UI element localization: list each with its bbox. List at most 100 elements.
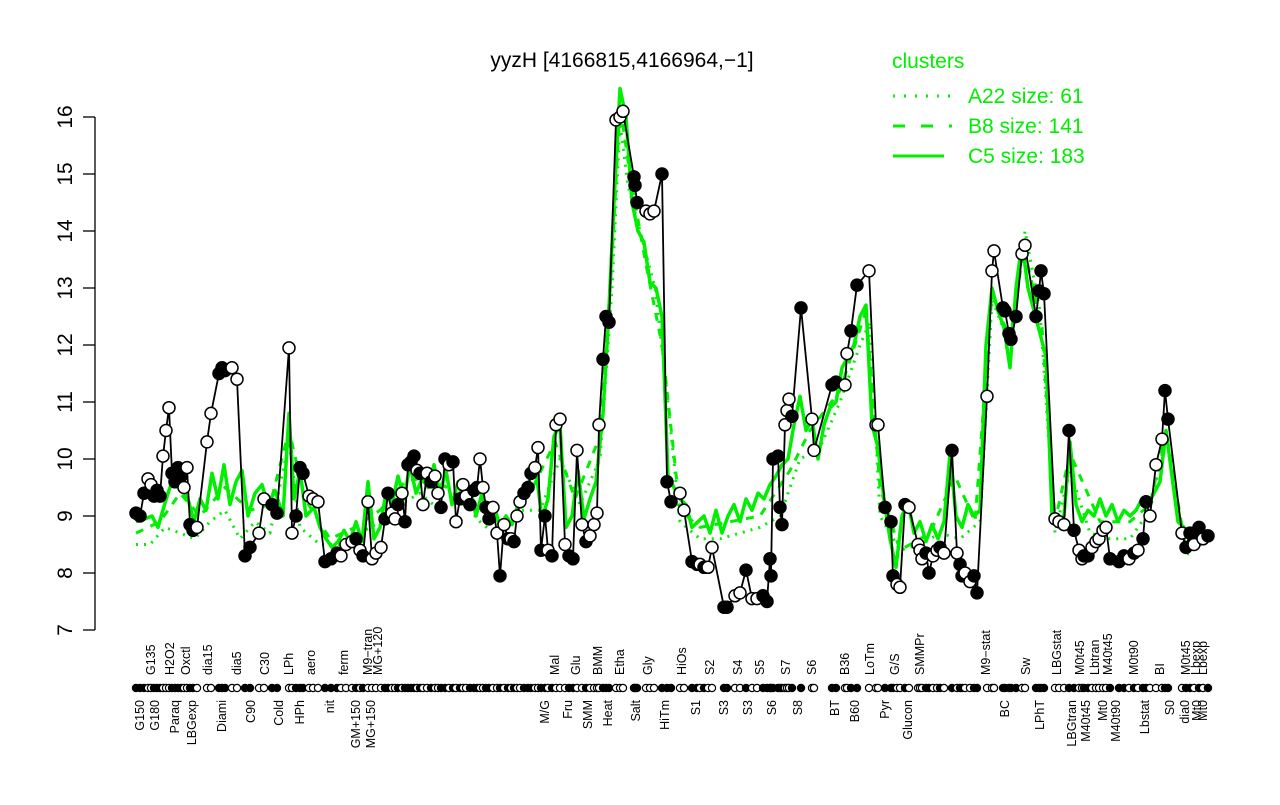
data-point-filled xyxy=(289,509,303,523)
cluster-line-dashed xyxy=(135,104,1209,552)
data-point-open xyxy=(473,452,487,466)
x-label-bottom: Paraq xyxy=(168,700,182,733)
data-point-open xyxy=(285,526,299,540)
x-label-bottom: Mt0 xyxy=(1190,700,1204,721)
rug-marker xyxy=(864,683,874,693)
legend-entry-b8: B8 size: 141 xyxy=(968,115,1084,138)
x-label-top: S5 xyxy=(753,660,767,675)
data-point-filled xyxy=(760,594,774,609)
y-tick-label: 8 xyxy=(54,567,77,579)
rug-marker xyxy=(1039,683,1049,693)
data-point-open xyxy=(1018,238,1032,253)
y-tick-label: 11 xyxy=(54,391,77,413)
x-label-bottom: BT xyxy=(828,700,842,716)
data-point-filled xyxy=(398,514,412,529)
x-label-top: M0t45 xyxy=(1073,640,1087,675)
rug-marker xyxy=(259,683,269,693)
data-point-open xyxy=(416,497,430,512)
x-label-top: aero xyxy=(304,650,318,675)
data-point-filled xyxy=(1009,309,1023,324)
rug-marker xyxy=(707,683,717,693)
data-point-filled xyxy=(628,178,642,193)
data-point-open xyxy=(840,346,854,361)
x-label-top: HiOs xyxy=(675,647,689,675)
data-point-filled xyxy=(720,600,734,614)
data-point-filled xyxy=(763,552,777,566)
data-point-filled xyxy=(133,509,147,523)
rug-marker xyxy=(831,683,841,693)
legend: clusters A22 size: 61 B8 size: 141 C5 si… xyxy=(892,50,1085,168)
x-label-bottom: S3 xyxy=(717,700,731,715)
x-label-top: S2 xyxy=(703,660,717,675)
data-point-filled xyxy=(998,304,1012,318)
x-label-top: M9−tran xyxy=(361,629,375,675)
data-point-open xyxy=(570,443,584,458)
x-label-bottom: S6 xyxy=(765,700,779,715)
chart-title: yyzH [4166815,4166964,−1] xyxy=(490,49,753,72)
x-label-bottom: Heat xyxy=(601,699,615,726)
data-point-open xyxy=(807,443,821,458)
data-point-open xyxy=(159,423,173,438)
data-point-filled xyxy=(566,552,580,566)
data-point-filled xyxy=(878,500,892,515)
data-point-open xyxy=(587,517,601,532)
x-rug-markers xyxy=(131,683,1213,693)
data-point-open xyxy=(987,244,1001,258)
data-point-open xyxy=(156,449,170,463)
data-point-open xyxy=(1143,509,1157,523)
data-point-filled xyxy=(773,500,787,515)
x-label-top: Mal xyxy=(548,655,562,675)
x-label-bottom: nit xyxy=(323,699,337,713)
rug-marker xyxy=(313,683,323,693)
data-point-filled xyxy=(1062,423,1076,438)
x-label-top: Lbexp xyxy=(1189,641,1203,675)
x-label-top: BMM xyxy=(591,646,605,675)
data-point-open xyxy=(395,486,409,500)
data-point-filled xyxy=(785,409,799,424)
data-point-open xyxy=(204,406,218,421)
x-label-bottom: LBGtran xyxy=(1065,700,1079,747)
x-label-bottom: Diami xyxy=(215,700,229,732)
data-point-filled xyxy=(463,497,477,512)
data-point-open xyxy=(374,540,388,555)
data-point-open xyxy=(531,440,545,455)
data-point-filled xyxy=(1004,332,1018,347)
y-tick-label: 13 xyxy=(54,276,77,299)
x-label-bottom: GM+150 xyxy=(349,700,363,748)
data-point-open xyxy=(225,361,239,375)
data-point-open xyxy=(558,537,572,552)
data-point-filled xyxy=(391,497,405,512)
y-axis: 7 8 9 10 11 12 13 14 15 16 xyxy=(54,105,96,636)
data-point-filled xyxy=(764,569,778,583)
data-point-open xyxy=(553,412,567,426)
rug-marker xyxy=(679,683,689,693)
data-point-filled xyxy=(407,449,421,463)
data-point-open xyxy=(1155,432,1169,446)
data-point-filled xyxy=(349,532,363,546)
x-label-top: S6 xyxy=(805,660,819,675)
data-point-open xyxy=(616,104,630,119)
x-label-bottom: S0 xyxy=(1163,700,1177,715)
data-point-filled xyxy=(794,301,808,315)
rug-marker xyxy=(666,683,676,693)
x-label-bottom: G180 xyxy=(148,700,162,731)
legend-entry-c5: C5 size: 183 xyxy=(968,145,1085,168)
data-point-filled xyxy=(596,352,610,367)
x-label-top: Glu xyxy=(569,656,583,676)
data-point-open xyxy=(230,372,244,386)
x-label-top: H2O2 xyxy=(163,642,177,675)
data-point-open xyxy=(1099,520,1113,535)
x-label-top: Etha xyxy=(613,649,627,675)
data-point-open xyxy=(871,418,885,432)
x-label-bottom: Fru xyxy=(561,700,575,719)
x-label-bottom: dia0 xyxy=(1178,700,1192,724)
data-point-open xyxy=(701,560,715,575)
data-point-open xyxy=(190,520,204,535)
data-point-open xyxy=(334,549,348,563)
rug-marker xyxy=(206,683,216,693)
data-point-open xyxy=(428,469,442,483)
data-point-open xyxy=(476,480,490,495)
data-point-filled xyxy=(243,540,257,555)
data-point-open xyxy=(583,529,597,543)
